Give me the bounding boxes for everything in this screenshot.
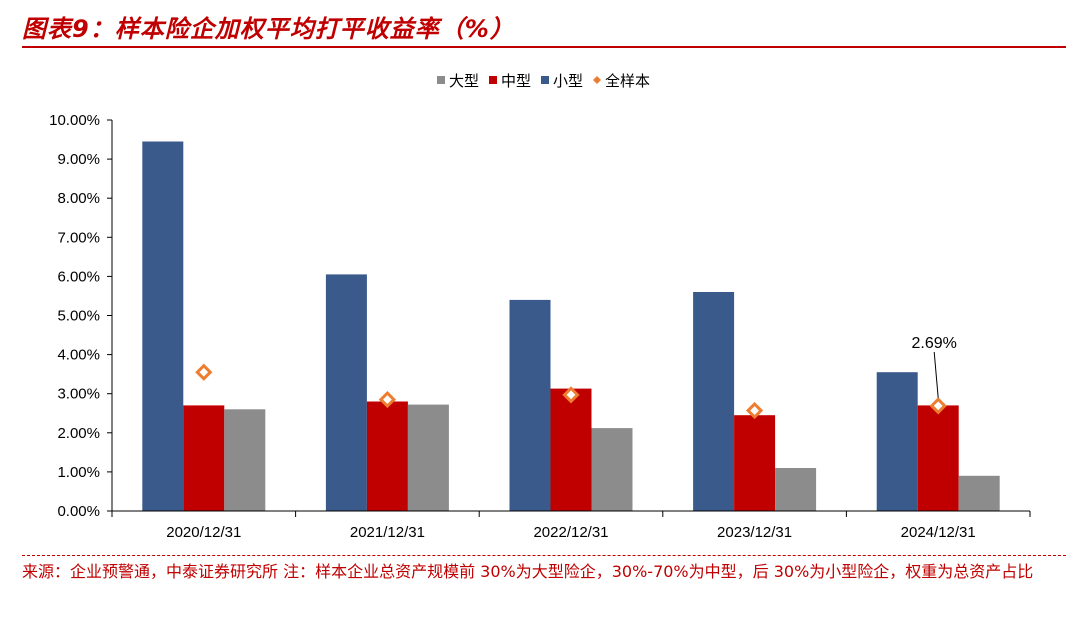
x-category-label: 2021/12/31 <box>350 524 425 541</box>
legend-swatch-total <box>593 76 601 84</box>
bar-medium <box>183 405 225 511</box>
y-tick-label: 9.00% <box>57 151 100 168</box>
legend-label-total: 全样本 <box>605 72 650 90</box>
marker-total <box>562 386 580 404</box>
bar-medium <box>550 388 592 511</box>
y-tick-label: 2.00% <box>57 425 100 442</box>
annotation-leader <box>933 351 939 398</box>
y-tick-label: 3.00% <box>57 386 100 403</box>
legend-swatch-small <box>541 76 549 84</box>
marker-total <box>195 363 213 381</box>
bar-large <box>407 404 449 511</box>
x-category-label: 2024/12/31 <box>901 524 976 541</box>
y-tick-label: 5.00% <box>57 308 100 325</box>
x-category-label: 2022/12/31 <box>533 524 608 541</box>
bar-small <box>509 299 551 511</box>
chart-title: 图表9：样本险企加权平均打平收益率（%） <box>22 15 515 43</box>
marker-total <box>378 390 397 409</box>
bar-small <box>142 141 184 511</box>
marker-total <box>745 401 764 420</box>
bar-medium <box>734 415 776 511</box>
y-tick-label: 0.00% <box>57 503 100 520</box>
bar-large <box>958 475 1000 511</box>
x-category-label: 2020/12/31 <box>166 524 241 541</box>
x-category-label: 2023/12/31 <box>717 524 792 541</box>
bar-small <box>693 292 735 511</box>
source-divider <box>22 555 1066 556</box>
legend-label-small: 小型 <box>553 72 583 90</box>
source-note: 来源：企业预警通，中泰证券研究所 注：样本企业总资产规模前 30%为大型险企，3… <box>22 562 1034 581</box>
y-tick-label: 1.00% <box>57 464 100 481</box>
legend-label-large: 大型 <box>449 72 479 90</box>
bar-large <box>224 409 266 511</box>
legend-label-medium: 中型 <box>501 72 531 90</box>
y-tick-label: 10.00% <box>49 112 100 129</box>
bar-small <box>325 274 367 511</box>
legend-swatch-medium <box>489 76 497 84</box>
legend-swatch-large <box>437 76 445 84</box>
y-tick-label: 6.00% <box>57 268 100 285</box>
bar-medium <box>917 405 959 511</box>
bar-small <box>876 372 918 511</box>
y-tick-label: 4.00% <box>57 347 100 364</box>
annotation-label: 2.69% <box>912 335 957 352</box>
bar-large <box>591 428 633 511</box>
bar-medium <box>366 401 408 511</box>
y-tick-label: 7.00% <box>57 229 100 246</box>
title-underline <box>22 46 1066 48</box>
marker-total <box>929 397 947 415</box>
y-tick-label: 8.00% <box>57 190 100 207</box>
bar-large <box>775 468 817 511</box>
